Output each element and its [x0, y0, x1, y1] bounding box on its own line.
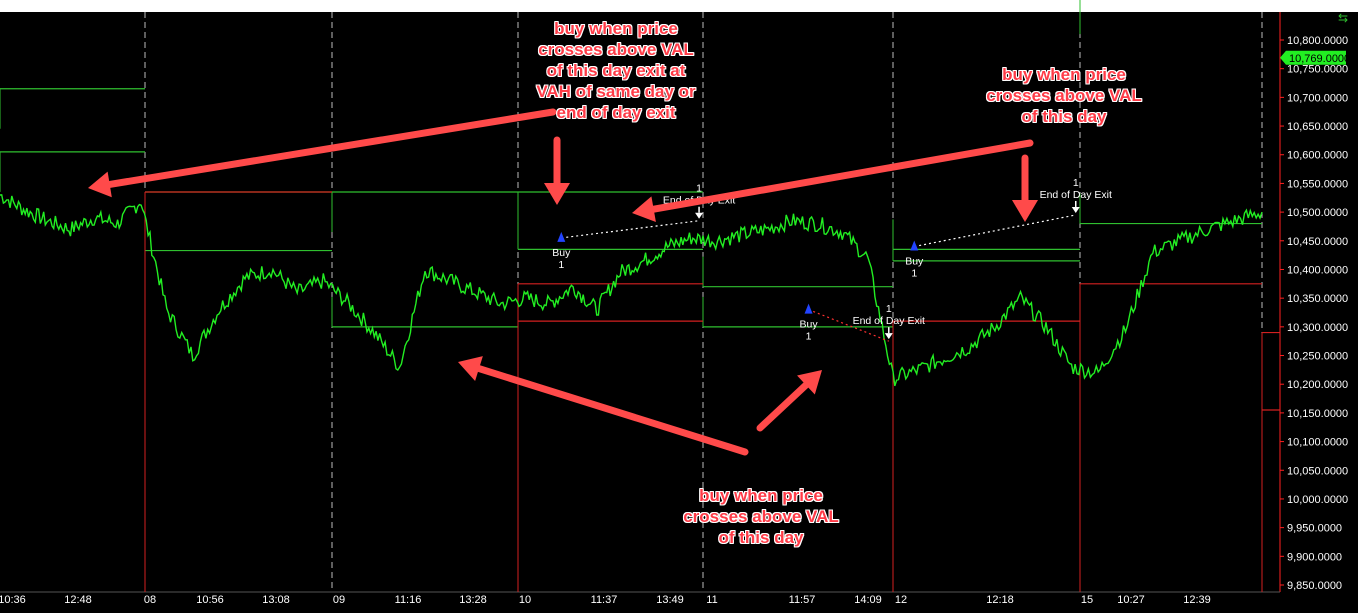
- x-tick-label: 15: [1081, 594, 1093, 606]
- x-tick-label: 11: [706, 594, 717, 606]
- time-axis-background: [0, 592, 1358, 613]
- y-tick-label: 9,850.0000: [1287, 580, 1342, 592]
- x-tick-label: 10: [519, 594, 531, 606]
- x-tick-label: 10:27: [1117, 594, 1145, 606]
- y-tick-label: 10,050.0000: [1287, 465, 1348, 477]
- annotation-arrow: [475, 365, 749, 456]
- x-tick-label: 11:16: [395, 594, 422, 606]
- buy-signal-label: Buy: [800, 319, 819, 331]
- x-tick-label: 09: [333, 594, 345, 606]
- y-tick-label: 9,900.0000: [1287, 551, 1342, 563]
- price-series-line: [0, 194, 1263, 387]
- annotation-arrow: [756, 381, 810, 432]
- y-tick-label: 10,700.0000: [1287, 92, 1348, 104]
- x-tick-label: 08: [144, 594, 156, 606]
- trade-connector: [808, 309, 889, 342]
- y-tick-label: 10,150.0000: [1287, 408, 1348, 420]
- buy-signal-label: Buy: [552, 247, 571, 259]
- annotation-arrow-head: [88, 171, 112, 198]
- y-tick-label: 10,200.0000: [1287, 379, 1348, 391]
- y-tick-label: 10,100.0000: [1287, 437, 1348, 449]
- buy-signal-marker: [910, 240, 919, 251]
- y-tick-label: 10,000.0000: [1287, 494, 1348, 506]
- y-tick-label: 10,450.0000: [1287, 236, 1348, 248]
- y-tick-label: 10,300.0000: [1287, 322, 1348, 334]
- annotation-arrow-head: [632, 196, 656, 222]
- y-tick-label: 10,750.0000: [1287, 64, 1348, 76]
- annotation-arrow-head: [797, 370, 822, 395]
- y-tick-label: 10,500.0000: [1287, 207, 1348, 219]
- y-tick-label: 10,650.0000: [1287, 121, 1348, 133]
- trade-connector: [561, 220, 700, 239]
- exit-signal-marker: [884, 333, 893, 340]
- x-tick-label: 11:57: [789, 594, 816, 606]
- x-tick-label: 13:49: [656, 594, 684, 606]
- exit-signal-label: End of Day Exit: [1040, 189, 1112, 201]
- annotation-arrow: [650, 139, 1034, 213]
- x-tick-label: 10:56: [196, 594, 224, 606]
- x-tick-label: 12:48: [64, 594, 92, 606]
- y-tick-label: 10,800.0000: [1287, 35, 1348, 47]
- exit-signal-label: End of Day Exit: [853, 315, 925, 327]
- annotation-arrow: [106, 108, 557, 188]
- x-tick-label: 10:36: [0, 594, 26, 606]
- y-tick-label: 10,350.0000: [1287, 293, 1348, 305]
- exit-signal-marker: [695, 212, 704, 219]
- y-tick-label: 10,550.0000: [1287, 178, 1348, 190]
- y-tick-label: 9,950.0000: [1287, 523, 1342, 535]
- sync-arrows-icon: ⇆: [1338, 11, 1348, 25]
- last-price-label: 10,769.0000: [1289, 53, 1350, 65]
- buy-signal-qty: 1: [558, 259, 564, 271]
- buy-signal-qty: 1: [911, 268, 917, 280]
- annotation-bottom: buy when price crosses above VAL of this…: [683, 486, 839, 547]
- x-tick-label: 13:28: [459, 594, 487, 606]
- annotation-arrow-head: [544, 183, 570, 205]
- annotation-top-right: buy when price crosses above VAL of this…: [986, 65, 1142, 126]
- annotation-arrow-head: [458, 356, 483, 381]
- exit-signal-qty: 1: [696, 183, 702, 195]
- buy-signal-label: Buy: [905, 256, 924, 268]
- y-tick-label: 10,250.0000: [1287, 351, 1348, 363]
- x-tick-label: 11:37: [591, 594, 618, 606]
- annotation-arrow-head: [1012, 200, 1038, 222]
- exit-signal-qty: 1: [886, 303, 892, 315]
- chart-background: [0, 12, 1358, 613]
- x-tick-label: 14:09: [854, 594, 882, 606]
- annotation-top-center: buy when price crosses above VAL of this…: [536, 19, 696, 122]
- x-tick-label: 13:08: [262, 594, 290, 606]
- buy-signal-qty: 1: [806, 331, 812, 343]
- exit-signal-qty: 1: [1073, 177, 1079, 189]
- x-tick-label: 12:39: [1183, 594, 1211, 606]
- exit-signal-marker: [1071, 206, 1080, 213]
- y-tick-label: 10,400.0000: [1287, 264, 1348, 276]
- buy-signal-marker: [804, 303, 813, 314]
- buy-signal-marker: [557, 231, 566, 242]
- x-tick-label: 12:18: [986, 594, 1014, 606]
- last-price-tag: [1280, 50, 1346, 65]
- y-tick-label: 10,600.0000: [1287, 150, 1348, 162]
- x-tick-label: 12: [895, 594, 907, 606]
